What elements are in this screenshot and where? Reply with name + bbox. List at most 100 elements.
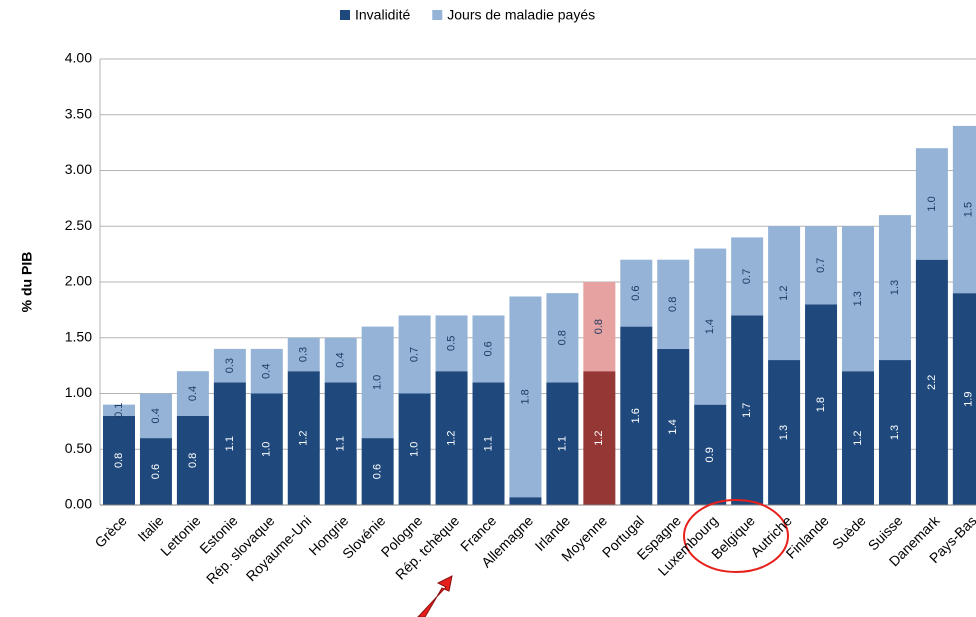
value-label: 1.0 <box>261 442 273 457</box>
value-label: 1.1 <box>556 436 568 451</box>
bar-segment <box>805 226 838 305</box>
value-label: 2.2 <box>926 375 938 390</box>
bar-segment <box>398 393 431 505</box>
bar-segment <box>694 404 727 505</box>
value-label: 0.9 <box>704 447 716 462</box>
value-label: 1.2 <box>778 286 790 301</box>
bar-segment <box>509 497 542 505</box>
value-label: 0.3 <box>224 358 236 373</box>
value-label: 0.8 <box>593 319 605 334</box>
bar-segment <box>768 226 801 361</box>
bar-segment <box>657 259 690 349</box>
value-label: 1.4 <box>704 319 716 334</box>
value-label: 1.6 <box>630 408 642 423</box>
value-label: 0.5 <box>445 336 457 351</box>
y-tick-label: 1.50 <box>65 328 92 344</box>
value-label: 0.8 <box>187 453 199 468</box>
legend: Invalidité Jours de maladie payés <box>340 7 595 23</box>
y-tick-label: 2.50 <box>65 217 92 233</box>
bar-segment <box>398 315 431 394</box>
bar-segment <box>952 125 976 294</box>
bar-segment <box>509 296 542 498</box>
value-label: 1.3 <box>889 425 901 440</box>
bar-segment <box>435 371 468 505</box>
value-label: 0.6 <box>372 464 384 479</box>
bar-segment <box>103 404 135 416</box>
legend-label: Jours de maladie payés <box>447 7 595 23</box>
y-tick-label: 1.00 <box>65 384 92 400</box>
value-label: 0.3 <box>298 347 310 362</box>
bar-segment <box>472 315 505 383</box>
bar-segment <box>213 348 246 383</box>
value-label: 1.1 <box>482 436 494 451</box>
value-label: 0.4 <box>261 364 273 379</box>
bar-segment <box>324 337 357 383</box>
legend-swatch <box>432 10 443 20</box>
x-tick-label: Grèce <box>91 512 129 550</box>
bar-segment <box>620 259 653 327</box>
value-label: 0.8 <box>556 330 568 345</box>
y-axis-label: % du PIB <box>19 252 35 313</box>
bar-segment <box>731 237 764 316</box>
arrow-annotation <box>417 575 453 617</box>
bar-segment <box>361 438 394 505</box>
bar-segment <box>805 304 838 505</box>
y-tick-label: 3.00 <box>65 161 92 177</box>
bar-segment <box>842 226 874 372</box>
bar-segment <box>472 382 505 505</box>
value-label: 1.2 <box>852 430 864 445</box>
value-label: 1.0 <box>372 375 384 390</box>
bar-segment <box>657 348 690 505</box>
bar-segment <box>287 371 320 505</box>
bar-segment <box>952 293 976 505</box>
bar-segment <box>324 382 357 505</box>
bar-segment <box>139 393 172 439</box>
bar-segment <box>546 382 579 505</box>
bar-segment <box>620 326 653 505</box>
value-label: 0.6 <box>482 341 494 356</box>
bar-segment <box>694 248 727 405</box>
value-label: 1.3 <box>889 280 901 295</box>
y-tick-label: 0.50 <box>65 440 92 456</box>
value-label: 1.4 <box>667 419 679 434</box>
value-label: 0.7 <box>409 347 421 362</box>
value-label: 1.8 <box>519 389 531 404</box>
value-label: 1.0 <box>409 442 421 457</box>
plot: 0.8 0.1 0.6 0.4 0.8 0.4 1.1 0.3 1.0 0.4 1.2 0.3 1.1 0… <box>99 58 976 506</box>
value-label: 1.8 <box>815 397 827 412</box>
value-label: 0.6 <box>630 286 642 301</box>
bar-segment <box>915 259 948 505</box>
value-label: 0.7 <box>815 258 827 273</box>
value-label: 1.1 <box>335 436 347 451</box>
bar-segment <box>287 337 320 372</box>
bar-segment <box>139 438 172 505</box>
value-label: 1.5 <box>963 202 975 217</box>
value-label: 1.3 <box>852 291 864 306</box>
bar-segment <box>435 315 468 372</box>
value-label: 0.4 <box>150 408 162 423</box>
value-label: 0.1 <box>113 403 125 418</box>
bar-segment <box>546 293 579 383</box>
bar-segment <box>176 371 209 416</box>
value-label: 1.2 <box>445 430 457 445</box>
value-label: 0.4 <box>335 352 347 367</box>
bar-segment <box>878 215 911 361</box>
x-tick-label: Royaume-Uni <box>243 512 315 584</box>
value-label: 0.8 <box>113 453 125 468</box>
bar-segment <box>878 360 911 505</box>
value-label: 0.4 <box>187 386 199 401</box>
bar-segment <box>915 148 948 260</box>
bar-segment <box>213 382 246 505</box>
bar-segment <box>583 371 616 505</box>
bar-segment <box>103 415 135 505</box>
value-label: 0.6 <box>150 464 162 479</box>
y-tick-label: 2.00 <box>65 273 92 289</box>
value-label: 0.7 <box>741 269 753 284</box>
y-tick-label: 4.00 <box>65 50 92 66</box>
bar-segment <box>768 360 801 505</box>
value-label: 1.1 <box>224 436 236 451</box>
x-tick-label: Lettonie <box>157 512 204 559</box>
bar-segment <box>361 326 394 439</box>
value-label: 1.7 <box>741 403 753 418</box>
value-label: 1.0 <box>926 196 938 211</box>
